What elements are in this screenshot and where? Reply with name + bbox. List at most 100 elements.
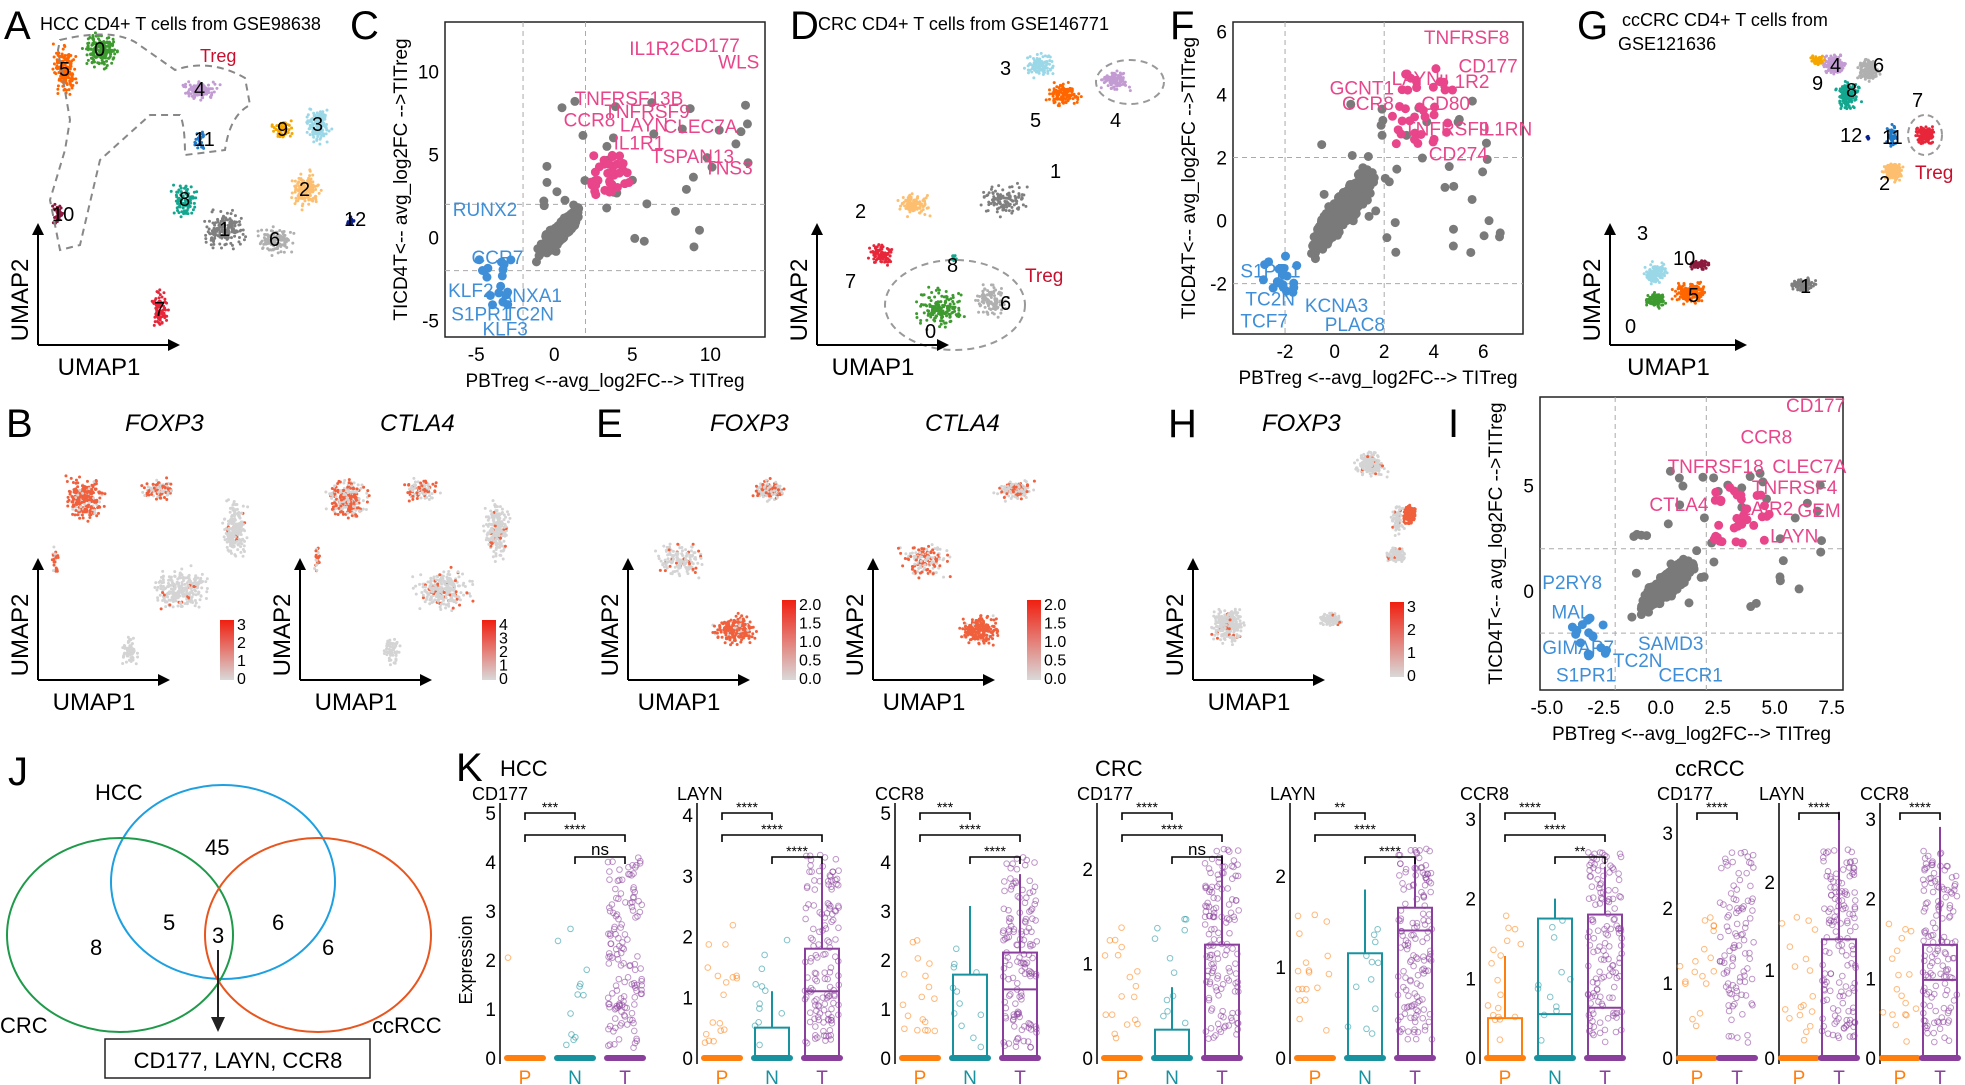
cell-point	[239, 216, 243, 220]
cell-point	[977, 310, 981, 314]
gene-label-down: S1PR1	[1240, 261, 1300, 282]
cell-point	[987, 307, 991, 311]
cell-point	[200, 130, 204, 134]
cell-point	[1825, 71, 1829, 75]
cell-point	[1840, 89, 1844, 93]
cell-point	[66, 60, 70, 64]
cell-point	[260, 228, 264, 232]
cell-point	[280, 243, 284, 247]
cluster-label-5: 5	[59, 59, 70, 81]
cell-point	[1100, 78, 1104, 82]
cell-point	[92, 47, 96, 51]
cell-point	[1072, 101, 1076, 105]
cell-point	[1865, 63, 1869, 67]
cell-point	[976, 298, 980, 302]
cell-point	[54, 66, 58, 70]
gene-point-ns	[539, 196, 549, 206]
cell-point	[52, 55, 56, 59]
gene-point-ns	[1466, 247, 1476, 257]
cell-point	[944, 295, 948, 299]
umap-cluster-3	[1022, 51, 1055, 80]
cell-point	[260, 239, 264, 243]
cell-point	[184, 184, 188, 188]
gene-point-up	[591, 190, 601, 200]
cell-point	[1642, 272, 1646, 276]
cell-point	[888, 254, 892, 258]
cell-point	[874, 252, 878, 256]
cluster-label-6: 6	[269, 229, 280, 251]
cell-point	[62, 43, 66, 47]
cell-point	[1035, 53, 1039, 57]
gene-point-ns	[1484, 216, 1494, 226]
gene-point-ns	[688, 172, 698, 182]
panel-c-xaxis-label: PBTreg <--avg_log2FC--> TITreg	[465, 371, 744, 392]
cell-point	[287, 128, 291, 132]
gene-point-ns	[1448, 224, 1458, 234]
gene-point-ns	[558, 234, 568, 244]
cell-point	[211, 246, 215, 250]
cell-point	[906, 207, 910, 211]
cell-point	[294, 196, 298, 200]
cell-point	[1113, 72, 1117, 76]
cell-point	[327, 129, 331, 133]
cell-point	[1051, 64, 1055, 68]
gene-point-up	[624, 178, 634, 188]
cell-point	[199, 83, 203, 87]
cell-point	[938, 325, 942, 329]
cell-point	[56, 87, 60, 91]
gene-point-ns	[1448, 241, 1458, 251]
cell-point	[199, 87, 203, 91]
cell-point	[991, 192, 995, 196]
gene-point-ns	[537, 239, 547, 249]
cell-point	[936, 300, 940, 304]
gene-label-down: PLAC8	[1325, 315, 1385, 336]
cell-point	[204, 240, 208, 244]
cell-point	[282, 134, 286, 138]
gene-point-ns	[1495, 228, 1505, 238]
cell-point	[957, 291, 961, 295]
cell-point	[1061, 94, 1065, 98]
cell-point	[104, 41, 108, 45]
cell-point	[1026, 71, 1030, 75]
panel-b-gene-1: FOXP3	[125, 410, 204, 437]
panel-label-i: I	[1448, 402, 1460, 446]
cell-point	[103, 44, 107, 48]
cell-point	[992, 289, 996, 293]
panel-f-y-tick: 6	[1216, 22, 1227, 43]
gene-point-ns	[1330, 208, 1340, 218]
cell-point	[281, 122, 285, 126]
cell-point	[95, 51, 99, 55]
cell-point	[73, 67, 77, 71]
cell-point	[199, 98, 203, 102]
cell-point	[1930, 125, 1934, 129]
cluster-label-7: 7	[154, 299, 165, 321]
cell-point	[110, 61, 114, 65]
cell-point	[1897, 174, 1901, 178]
cell-point	[993, 189, 997, 193]
cell-point	[908, 202, 912, 206]
cell-point	[100, 61, 104, 65]
cell-point	[289, 119, 293, 123]
gene-point-ns	[560, 195, 570, 205]
cell-point	[1816, 63, 1820, 67]
cell-point	[1047, 97, 1051, 101]
gene-point-up	[589, 151, 599, 161]
cell-point	[106, 44, 110, 48]
cell-point	[1810, 59, 1814, 63]
panel-a-xaxis-label: UMAP1	[58, 354, 141, 381]
cell-point	[192, 201, 196, 205]
cell-point	[261, 246, 265, 250]
cluster-label-4: 4	[194, 79, 205, 101]
cell-point	[869, 250, 873, 254]
cell-point	[211, 80, 215, 84]
cell-point	[940, 316, 944, 320]
cell-point	[60, 76, 64, 80]
cell-point	[63, 54, 67, 58]
cell-point	[1927, 134, 1931, 138]
cell-point	[68, 80, 72, 84]
cell-point	[308, 174, 312, 178]
cell-point	[62, 88, 66, 92]
cell-point	[288, 134, 292, 138]
cell-point	[1033, 58, 1037, 62]
cell-point	[212, 229, 216, 233]
